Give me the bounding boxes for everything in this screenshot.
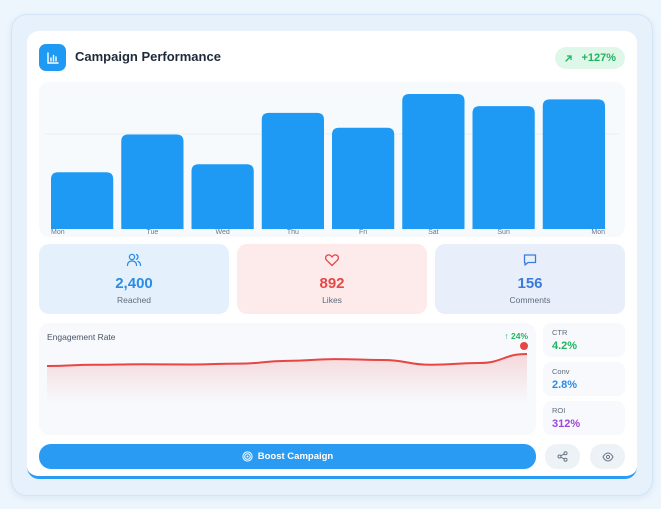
metric-label: CTR [552, 328, 568, 337]
stat-value: 156 [517, 275, 543, 292]
metric-value: 2.8% [552, 379, 578, 391]
stat-label: Comments [509, 295, 551, 305]
bar-tue [121, 134, 184, 229]
bar-sun [472, 106, 535, 229]
bar-fri [332, 127, 395, 229]
share-button[interactable] [545, 444, 580, 469]
stat-label: Reached [116, 295, 152, 305]
metric-label: Conv [552, 367, 570, 376]
card-header: Campaign Performance +127% [39, 44, 625, 72]
metric-ctr: CTR 4.2% [543, 323, 625, 357]
bar-mon [542, 99, 605, 230]
share-icon [557, 451, 568, 462]
x-tick-label: Fri [359, 229, 368, 236]
eye-icon [601, 451, 614, 462]
engagement-title: Engagement Rate [47, 332, 116, 342]
campaign-card: Campaign Performance +127% Mon Tue Wed Thu F… [27, 31, 637, 479]
stat-label: Likes [322, 295, 342, 305]
engagement-trend: ↑ 24% [504, 331, 528, 341]
boost-campaign-label: Boost Campaign [257, 451, 334, 462]
bar-thu [261, 112, 324, 229]
bar-wed [191, 164, 254, 229]
stat-comments: 156 Comments [435, 244, 625, 314]
x-tick-label: Sat [428, 229, 439, 236]
stat-value: 2,400 [115, 275, 153, 292]
engagement-area [47, 354, 527, 403]
engagement-line [46, 353, 528, 367]
metric-value: 312% [552, 418, 581, 430]
stat-likes: 892 Likes [237, 244, 427, 314]
metric-conv: Conv 2.8% [543, 362, 625, 396]
bar-mon [51, 172, 114, 229]
trend-up-arrow-icon [565, 54, 573, 62]
x-tick-label: Mon [51, 229, 65, 236]
boost-campaign-button[interactable]: Boost Campaign [39, 444, 536, 469]
growth-badge-value: +127% [581, 52, 616, 64]
view-button[interactable] [590, 444, 625, 469]
metric-value: 4.2% [552, 340, 578, 352]
users-icon [126, 253, 142, 267]
growth-badge: +127% [555, 47, 625, 69]
metric-label: ROI [552, 406, 566, 415]
engagement-endpoint [520, 342, 528, 350]
bar-sat [402, 94, 465, 229]
stat-reached: 2,400 Reached [39, 244, 229, 314]
weekly-bar-chart: Mon Tue Wed Thu Fri Sat Sun Mon [39, 82, 625, 237]
comment-icon [523, 254, 537, 266]
heart-icon [324, 254, 340, 267]
metric-roi: ROI 312% [543, 401, 625, 435]
bar-chart-icon [39, 44, 66, 71]
x-tick-label: Wed [215, 229, 229, 236]
target-icon [242, 451, 253, 462]
stats-row: 2,400 Reached 892 Likes 156 Comments [39, 244, 625, 314]
x-tick-label: Sun [497, 229, 510, 236]
metrics-column: CTR 4.2% Conv 2.8% ROI 312% [543, 323, 625, 435]
x-tick-label: Tue [146, 229, 158, 236]
stat-value: 892 [319, 275, 345, 292]
card-title: Campaign Performance [75, 49, 221, 64]
x-tick-label: Thu [287, 229, 299, 236]
x-tick-label: Mon [591, 229, 605, 236]
engagement-rate-panel: Engagement Rate ↑ 24% [39, 323, 536, 435]
